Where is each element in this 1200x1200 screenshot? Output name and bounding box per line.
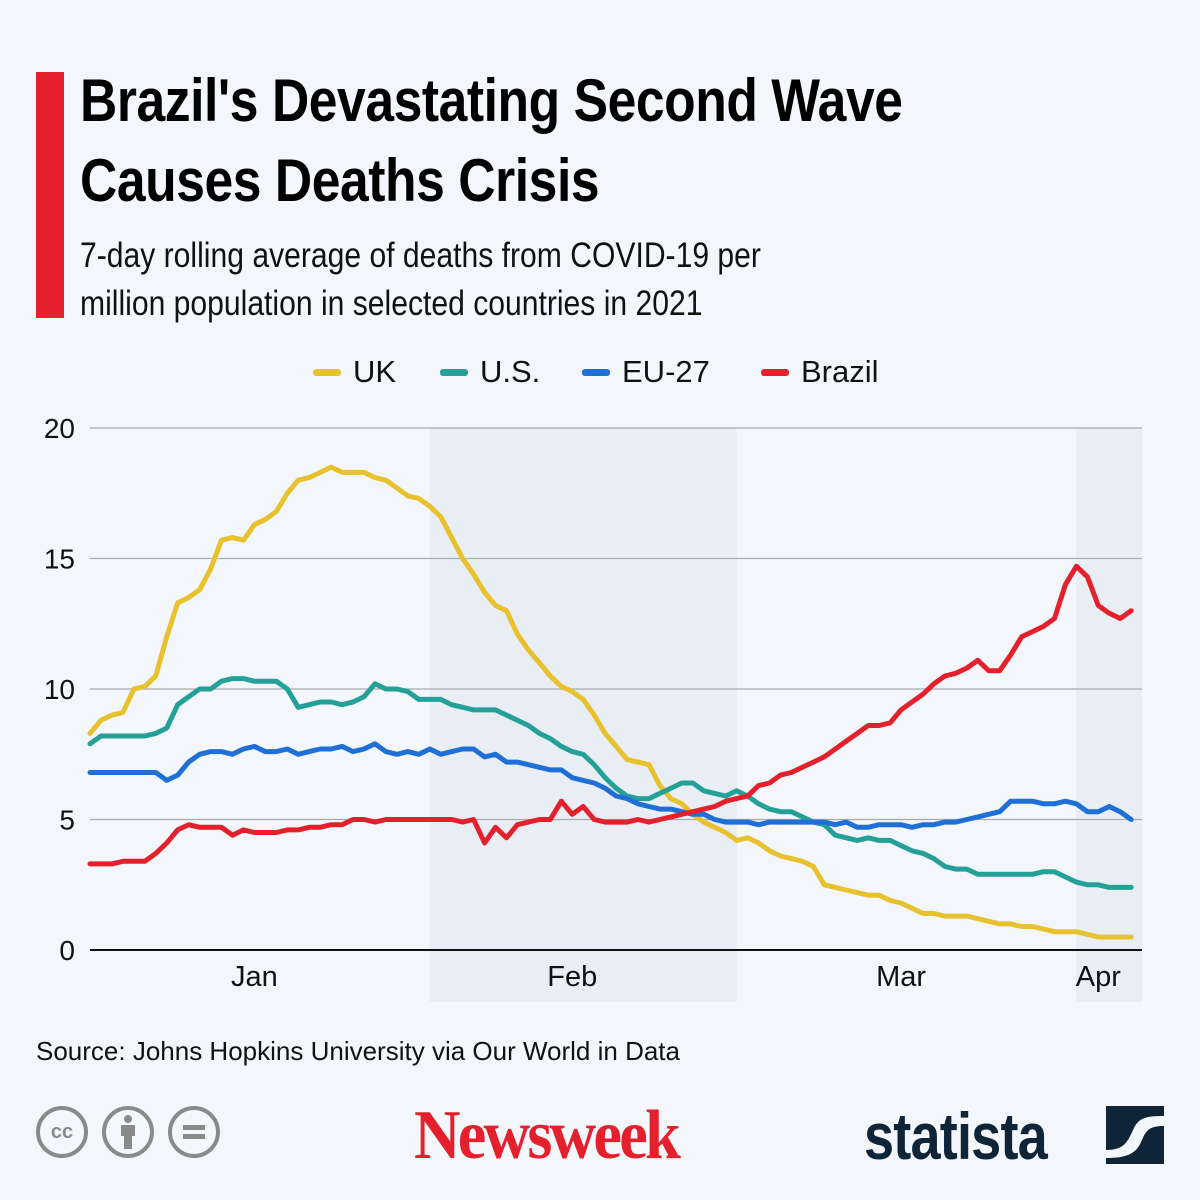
chart-subtitle-line-1: 7-day rolling average of deaths from COV…	[80, 236, 761, 275]
y-tick-label: 15	[44, 544, 75, 575]
legend-label-brazil: Brazil	[801, 354, 879, 389]
series-line-brazil	[87, 563, 1134, 867]
series-line-uk	[87, 464, 1134, 940]
no-derivatives-icon	[168, 1106, 220, 1158]
legend-label-eu27: EU-27	[622, 354, 710, 389]
license-icons: cc	[36, 1106, 220, 1158]
series-line-eu27	[87, 741, 1134, 830]
statista-logo: statista	[864, 1099, 1048, 1173]
y-tick-label: 10	[44, 674, 75, 705]
month-band-feb	[429, 428, 737, 1002]
legend: UK U.S. EU-27 Brazil	[0, 354, 1200, 394]
y-tick-label: 0	[59, 935, 75, 966]
attribution-icon	[102, 1106, 154, 1158]
series-line-us	[87, 676, 1134, 890]
statista-mark-icon	[1106, 1106, 1164, 1164]
chart-title-line-1: Brazil's Devastating Second Wave	[80, 67, 903, 134]
chart-title-line-2: Causes Deaths Crisis	[80, 147, 600, 214]
x-tick-label-jan: Jan	[231, 961, 278, 993]
legend-swatch-us	[440, 368, 468, 376]
legend-item-eu27: EU-27	[582, 354, 710, 390]
legend-label-uk: UK	[353, 354, 397, 389]
legend-item-brazil: Brazil	[761, 354, 879, 390]
month-band-apr	[1076, 428, 1142, 1002]
legend-item-us: U.S.	[440, 354, 540, 390]
legend-label-us: U.S.	[480, 354, 541, 389]
newsweek-logo: Newsweek	[414, 1097, 681, 1174]
x-tick-label-mar: Mar	[876, 961, 926, 993]
x-tick-label-apr: Apr	[1076, 961, 1121, 993]
y-tick-label: 5	[59, 805, 75, 836]
legend-swatch-brazil	[761, 368, 789, 376]
chart-subtitle-line-2: million population in selected countries…	[80, 284, 703, 323]
legend-swatch-uk	[313, 368, 341, 376]
source-note: Source: Johns Hopkins University via Our…	[36, 1036, 680, 1066]
creative-commons-icon: cc	[36, 1106, 88, 1158]
legend-item-uk: UK	[313, 354, 396, 390]
y-tick-label: 20	[44, 413, 75, 444]
line-chart: 0 5 10 15 20 Jan Feb Mar Apr	[43, 413, 1142, 1002]
legend-swatch-eu27	[582, 368, 610, 376]
x-tick-label-feb: Feb	[547, 961, 597, 993]
accent-bar	[36, 72, 64, 318]
